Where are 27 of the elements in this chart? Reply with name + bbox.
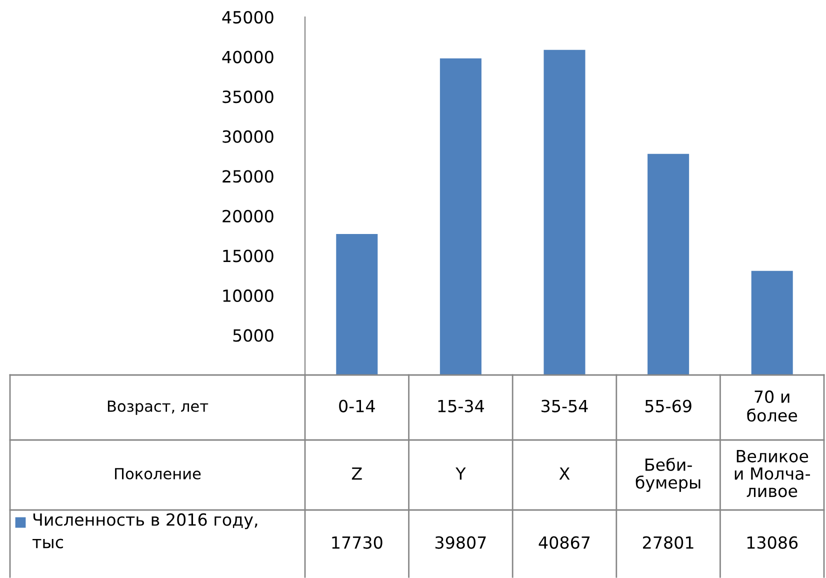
- data-label: 17730: [332, 536, 382, 549]
- y-tick-label: 25000: [222, 170, 274, 183]
- text: Z: [352, 467, 362, 480]
- y-tick-label: 5000: [233, 329, 274, 342]
- text: Поколение: [115, 468, 201, 480]
- x-tick-label: 0-14: [339, 400, 375, 412]
- text: Возраст, лет: [108, 400, 208, 415]
- text: Беби- бумеры: [636, 458, 700, 492]
- x-tick-label: 70 и более: [747, 390, 798, 422]
- x-tick-label: 55-69: [645, 400, 692, 412]
- y-tick-label: 40000: [222, 50, 274, 64]
- data-label: 39807: [435, 536, 486, 549]
- legend-label: Численность в 2016 году, тыс: [32, 513, 258, 548]
- x-tick-label: 15-34: [438, 400, 484, 412]
- data-label: 13086: [747, 536, 798, 549]
- text: X: [559, 467, 570, 480]
- y-tick-label: 15000: [223, 250, 274, 262]
- y-tick-label: 30000: [222, 130, 274, 143]
- y-tick-label: 35000: [222, 90, 274, 104]
- y-tick-label: 10000: [223, 289, 274, 302]
- data-label: 27801: [643, 536, 694, 549]
- y-tick-label: 45000: [222, 10, 274, 24]
- x-tick-label: 35-54: [542, 400, 588, 412]
- y-tick-label: 20000: [222, 210, 274, 222]
- text: Великое и Молча- ливое: [734, 450, 810, 498]
- data-label: 40867: [538, 536, 590, 549]
- text: Y: [456, 467, 466, 480]
